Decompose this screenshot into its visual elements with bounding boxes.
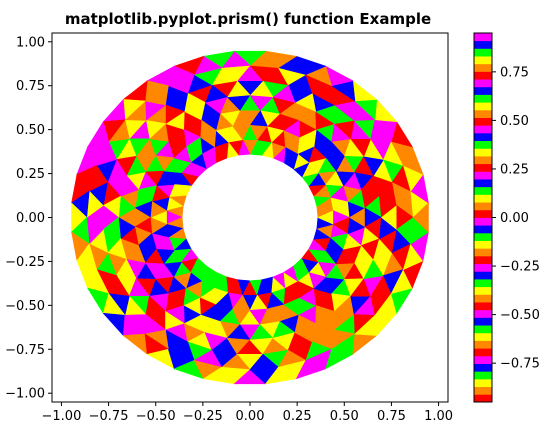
y-tick-label: −0.25 [5, 255, 45, 270]
colorbar-band [474, 271, 492, 280]
colorbar-band [474, 94, 492, 103]
colorbar-tick-label: 0.75 [500, 65, 529, 80]
x-tick-label: 0.25 [283, 409, 312, 424]
colorbar: −0.75 −0.50 −0.25 0.00 0.25 0.50 0.75 [473, 32, 540, 403]
colorbar-band [474, 378, 492, 388]
colorbar-band [474, 163, 492, 172]
colorbar-tick-label: −0.50 [500, 308, 540, 323]
y-tick-label: 1.00 [16, 35, 45, 50]
colorbar-band [474, 279, 492, 288]
colorbar-band [474, 40, 492, 49]
colorbar-tick-label: −0.25 [500, 260, 540, 275]
colorbar-tick-label: 0.25 [500, 162, 529, 177]
colorbar-band [474, 209, 492, 218]
colorbar-band [474, 317, 492, 326]
colorbar-band [474, 109, 492, 118]
colorbar-band [474, 263, 492, 272]
y-tick-label: −1.00 [5, 387, 45, 402]
colorbar-band [474, 202, 492, 211]
colorbar-band [474, 386, 492, 395]
colorbar-band [474, 102, 492, 111]
x-tick-label: −1.00 [42, 409, 82, 424]
y-tick-label: −0.75 [5, 343, 45, 358]
colorbar-band [474, 332, 492, 341]
colorbar-band [474, 148, 492, 157]
x-tick-label: −0.50 [136, 409, 176, 424]
x-tick-label: 0.50 [330, 409, 359, 424]
colorbar-band [474, 248, 492, 257]
x-tick-label: 1.00 [424, 409, 453, 424]
colorbar-band [474, 79, 492, 88]
colorbar-band [474, 71, 492, 80]
colorbar-tick-label: 0.00 [500, 211, 529, 226]
colorbar-band [474, 294, 492, 303]
x-tick-label: 0.00 [236, 409, 265, 424]
colorbar-band [474, 309, 492, 318]
colorbar-band [474, 186, 492, 195]
colorbar-band [474, 194, 492, 203]
colorbar-band [474, 179, 492, 188]
x-tick-label: 0.75 [377, 409, 406, 424]
x-axis: −1.00 −0.75 −0.50 −0.25 0.00 0.25 0.50 0.75 1.00 [42, 402, 453, 424]
y-tick-label: 0.25 [16, 167, 45, 182]
colorbar-band [474, 63, 492, 72]
mesh-triangle [412, 202, 429, 233]
colorbar-band [474, 156, 492, 165]
colorbar-band [474, 225, 492, 234]
colorbar-band [474, 302, 492, 311]
y-tick-label: −0.50 [5, 299, 45, 314]
y-tick-label: 0.00 [16, 211, 45, 226]
colorbar-band [474, 232, 492, 241]
colorbar-band [474, 86, 492, 95]
colorbar-band [474, 255, 492, 265]
colorbar-band [474, 140, 492, 149]
x-tick-label: −0.25 [183, 409, 223, 424]
plot-area [52, 33, 448, 402]
colorbar-band [474, 394, 492, 403]
colorbar-tick-label: 0.50 [500, 114, 529, 129]
colorbar-ticks: −0.75 −0.50 −0.25 0.00 0.25 0.50 0.75 [492, 65, 540, 372]
colorbar-tick-label: −0.75 [500, 357, 540, 372]
colorbar-band [474, 48, 492, 57]
colorbar-gradient [474, 33, 492, 403]
colorbar-band [474, 125, 492, 134]
chart-title: matplotlib.pyplot.prism() function Examp… [65, 10, 431, 28]
colorbar-band [474, 132, 492, 142]
y-tick-label: 0.50 [16, 123, 45, 138]
y-axis: −1.00 −0.75 −0.50 −0.25 0.00 0.25 0.50 0.75 1.00 [5, 35, 52, 402]
x-tick-label: −0.75 [89, 409, 129, 424]
colorbar-band [474, 286, 492, 295]
colorbar-band [474, 363, 492, 372]
colorbar-band [474, 217, 492, 226]
colorbar-band [474, 340, 492, 349]
colorbar-band [474, 240, 492, 249]
colorbar-band [474, 117, 492, 126]
triangle-mesh [71, 50, 429, 385]
y-tick-label: 0.75 [16, 79, 45, 94]
colorbar-band [474, 56, 492, 65]
colorbar-band [474, 355, 492, 364]
colorbar-band [474, 348, 492, 357]
colorbar-band [474, 33, 492, 42]
colorbar-band [474, 171, 492, 180]
colorbar-band [474, 371, 492, 380]
colorbar-band [474, 325, 492, 334]
